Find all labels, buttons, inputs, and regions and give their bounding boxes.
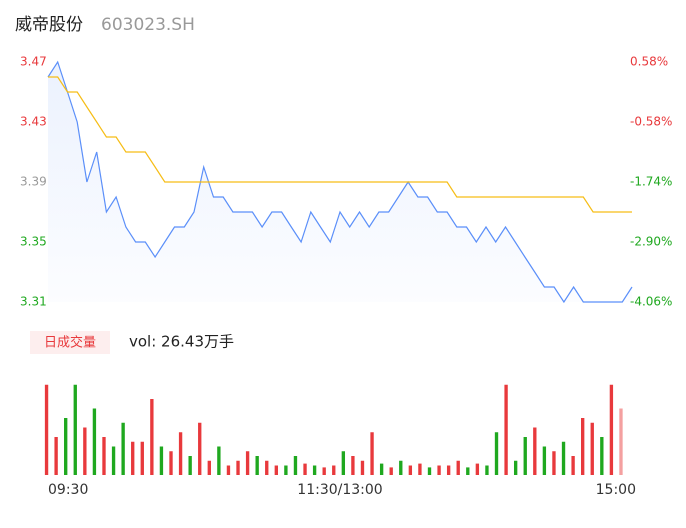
volume-bar (217, 446, 221, 475)
volume-bar (571, 456, 575, 475)
stock-name: 威帝股份 (15, 15, 83, 35)
volume-bar (389, 467, 393, 475)
volume-bar (303, 463, 307, 475)
x-tick-label: 11:30/13:00 (297, 482, 382, 498)
volume-bar (284, 465, 288, 475)
volume-bar (408, 465, 413, 475)
volume-bar (322, 467, 326, 475)
volume-bar (437, 465, 441, 475)
volume-bar (466, 467, 470, 475)
volume-bar (121, 422, 125, 475)
volume-bar (140, 441, 144, 475)
volume-bar (379, 463, 384, 475)
volume-bar (351, 456, 355, 475)
volume-bar (274, 465, 278, 475)
volume-bar (513, 460, 518, 475)
y2-tick-label: -4.06% (630, 295, 672, 309)
volume-bar (561, 441, 566, 475)
volume-bar (236, 460, 240, 475)
volume-bar (159, 446, 164, 475)
price-line (47, 60, 633, 304)
volume-bar (581, 418, 585, 475)
volume-bar (418, 463, 422, 475)
y-tick-label: 3.43 (20, 115, 47, 129)
volume-bar (475, 463, 480, 475)
stock-code: 603023.SH (101, 15, 195, 35)
volume-bar (178, 432, 183, 475)
x-tick-label: 09:30 (48, 482, 88, 498)
volume-bar (485, 465, 489, 475)
volume-bar (332, 465, 336, 475)
y2-tick-label: -0.58% (630, 115, 672, 129)
volume-bar (504, 384, 508, 475)
volume-bar (360, 460, 365, 475)
volume-bar (590, 422, 594, 475)
volume-bar (44, 384, 49, 475)
volume-bar (542, 446, 547, 475)
volume-bar (83, 427, 87, 475)
volume-bar (188, 456, 192, 475)
volume-total: vol: 26.43万手 (129, 333, 234, 351)
volume-bar (111, 446, 116, 475)
volume-bar (446, 465, 451, 475)
volume-bar (131, 441, 135, 475)
volume-bar (150, 399, 154, 475)
volume-bar (198, 422, 202, 475)
volume-bar (92, 408, 97, 475)
volume-bar (609, 384, 614, 475)
volume-bar (293, 456, 298, 475)
volume-bar (64, 418, 68, 475)
volume-bar (226, 465, 231, 475)
average-line (48, 76, 632, 213)
y-tick-label: 3.35 (20, 235, 47, 249)
y-tick-label: 3.47 (20, 55, 47, 69)
volume-bar (600, 437, 604, 475)
y-tick-label: 3.39 (20, 175, 47, 189)
volume-bar (370, 432, 374, 475)
volume-bar (399, 460, 403, 475)
volume-bar (255, 456, 259, 475)
volume-bar (341, 451, 346, 475)
y2-tick-label: 0.58% (630, 55, 668, 69)
volume-bar (456, 460, 460, 475)
volume-bar (73, 384, 77, 475)
y2-tick-label: -2.90% (630, 235, 672, 249)
volume-bar (533, 427, 537, 475)
volume-bar (54, 437, 58, 475)
price-area (48, 62, 632, 302)
volume-tag-bg (30, 331, 110, 354)
volume-bar (552, 451, 556, 475)
volume-bar (207, 460, 211, 475)
volume-bar (494, 432, 499, 475)
volume-bar (523, 437, 527, 475)
volume-bar (102, 437, 106, 475)
volume-bar (265, 460, 269, 475)
volume-bar (245, 451, 250, 475)
volume-bar (427, 467, 432, 475)
x-tick-label: 15:00 (596, 482, 636, 498)
y-tick-label: 3.31 (20, 295, 47, 309)
volume-bar (169, 451, 173, 475)
volume-bar (312, 465, 317, 475)
y2-tick-label: -1.74% (630, 175, 672, 189)
volume-tag: 日成交量 (44, 335, 96, 351)
volume-bar (619, 408, 623, 475)
